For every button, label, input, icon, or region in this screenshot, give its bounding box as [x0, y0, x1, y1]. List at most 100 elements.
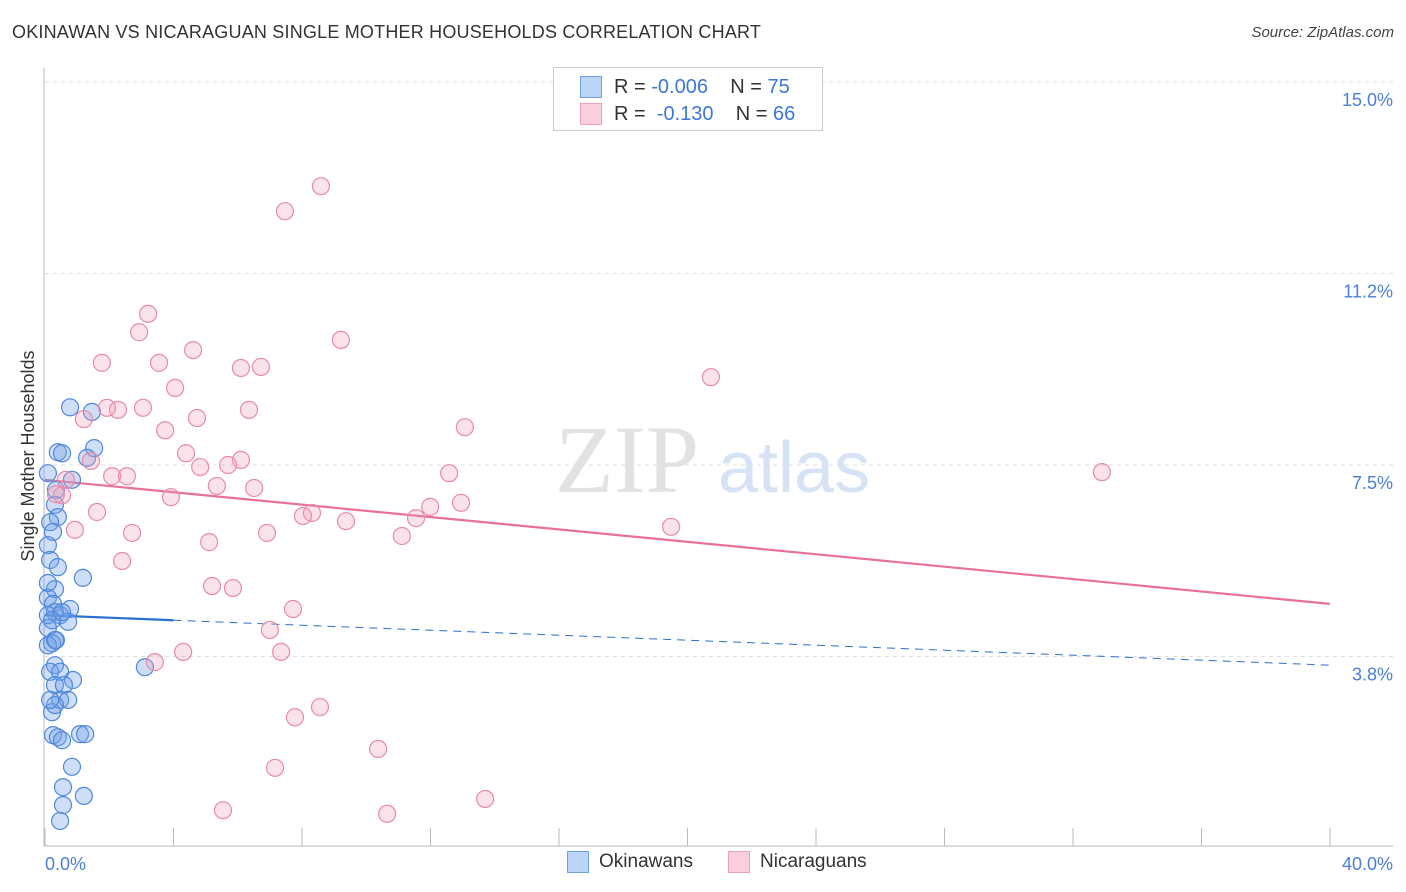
nicaraguan-point: [272, 642, 291, 662]
nicaraguan-point: [149, 353, 169, 372]
nicaraguan-point: [451, 493, 471, 512]
okinawan-point: [52, 444, 72, 463]
nicaraguan-point: [285, 708, 305, 727]
y-tick-label: 15.0%: [1342, 90, 1393, 110]
nicaraguan-point: [200, 533, 219, 552]
okinawan-point: [62, 757, 82, 776]
nicaraguan-point: [476, 789, 495, 809]
nicaraguan-point: [56, 470, 75, 489]
r-label: R =: [614, 75, 646, 98]
legend-row-okinawans: R = -0.006 N = 75: [580, 74, 790, 100]
nicaraguan-point: [275, 202, 295, 221]
nicaraguan-point: [455, 418, 474, 437]
okinawan-point: [73, 568, 93, 587]
nicaraguan-point: [174, 642, 193, 662]
correlation-legend: R = -0.006 N = 75 R = -0.130 N = 66: [553, 67, 823, 131]
okinawan-point: [45, 695, 65, 715]
okinawan-trend-line: [44, 614, 174, 622]
watermark-atlas: atlas: [718, 428, 870, 508]
okinawan-point: [76, 725, 95, 744]
nicaraguan-point: [156, 421, 175, 440]
blue-swatch: [567, 851, 589, 873]
nicaraguan-point: [245, 478, 264, 498]
nicaraguan-point: [213, 801, 233, 820]
legend-row-nicaraguans: R = -0.130 N = 66: [580, 101, 795, 127]
legend-okinawans[interactable]: Okinawans: [567, 851, 693, 873]
okinawan-point: [59, 612, 78, 631]
nicaraguan-point: [103, 467, 122, 486]
nicaraguan-point: [74, 409, 93, 429]
nicaraguan-point: [283, 599, 303, 619]
nicaraguan-point: [662, 517, 681, 536]
nicaraguan-point: [392, 526, 412, 546]
n-value: 75: [767, 75, 790, 98]
pink-swatch: [580, 103, 602, 125]
nicaraguan-point: [130, 323, 149, 342]
okinawan-point: [74, 786, 93, 806]
nicaraguan-point: [122, 523, 142, 543]
nicaraguan-point: [117, 467, 137, 486]
nicaraguan-point: [251, 357, 270, 377]
nicaraguan-point: [166, 378, 185, 397]
okinawan-point: [50, 811, 70, 831]
nicaraguan-point: [108, 400, 128, 419]
y-tick-label: 11.2%: [1343, 282, 1393, 302]
legend-label: Nicaraguans: [760, 851, 867, 872]
nicaraguan-point: [139, 304, 158, 323]
nicaraguan-point: [187, 408, 207, 428]
nicaraguan-point: [191, 457, 210, 477]
x-tick-label: 40.0%: [1342, 854, 1393, 874]
y-axis-label: Single Mother Households: [18, 350, 38, 561]
r-label: R =: [614, 102, 646, 125]
r-value: -0.130: [656, 102, 714, 125]
okinawan-point: [38, 464, 57, 483]
nicaraguan-point: [331, 330, 350, 349]
okinawan-point: [48, 558, 67, 577]
nicaraguan-trend-line: [44, 478, 1331, 605]
okinawan-point: [41, 550, 60, 570]
okinawan-point: [60, 398, 80, 417]
nicaraguan-point: [440, 464, 459, 483]
nicaraguan-point: [81, 451, 101, 471]
nicaraguan-point: [231, 358, 251, 378]
legend-nicaraguans[interactable]: Nicaraguans: [728, 851, 867, 873]
okinawan-point: [135, 658, 155, 677]
okinawan-point: [54, 675, 74, 695]
okinawan-point: [52, 731, 72, 750]
nicaraguan-point: [310, 697, 330, 717]
nicaraguan-point: [293, 506, 313, 526]
y-tick-label: 3.8%: [1352, 665, 1393, 685]
nicaraguan-point: [265, 758, 285, 777]
nicaraguan-point: [112, 551, 132, 571]
watermark: ZIP: [555, 406, 699, 513]
okinawan-point: [41, 690, 60, 710]
nicaraguan-point: [161, 488, 181, 507]
okinawan-point: [62, 470, 82, 489]
blue-swatch: [580, 76, 602, 98]
okinawan-trend-extension: [173, 619, 1331, 666]
okinawan-point: [53, 778, 73, 797]
chart-title: OKINAWAN VS NICARAGUAN SINGLE MOTHER HOU…: [12, 22, 762, 42]
nicaraguan-point: [311, 177, 331, 196]
nicaraguan-point: [207, 476, 226, 496]
nicaraguan-point: [145, 653, 164, 672]
nicaraguan-point: [46, 485, 66, 504]
n-label: N =: [730, 75, 762, 98]
nicaraguan-point: [239, 400, 259, 419]
nicaraguan-point: [421, 497, 440, 516]
nicaraguan-point: [369, 739, 388, 759]
nicaraguan-point: [176, 444, 196, 463]
okinawan-point: [38, 536, 57, 555]
nicaraguan-point: [223, 578, 243, 598]
nicaraguan-point: [257, 523, 277, 543]
okinawan-point: [70, 725, 90, 744]
nicaraguan-point: [65, 520, 84, 539]
nicaraguan-point: [701, 368, 721, 387]
nicaraguan-point: [52, 486, 72, 505]
nicaraguan-point: [219, 455, 238, 475]
nicaraguan-point: [260, 620, 279, 640]
okinawan-point: [53, 796, 73, 815]
okinawan-point: [46, 631, 66, 650]
